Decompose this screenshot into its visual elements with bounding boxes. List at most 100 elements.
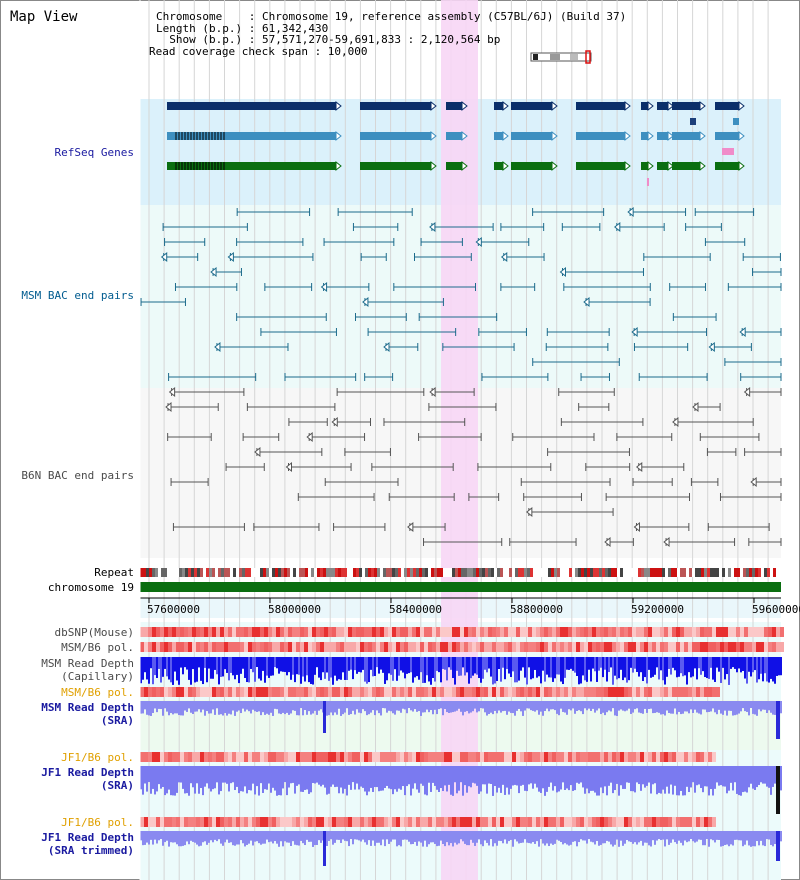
polymorphism-cell: [608, 817, 612, 827]
read-depth-bar: [766, 657, 768, 682]
read-depth-bar: [220, 657, 222, 677]
read-depth-bar: [508, 766, 510, 795]
track-label-jf1-b6-pol[interactable]: JF1/B6 pol.: [61, 751, 134, 764]
read-depth-bar: [216, 657, 218, 675]
read-depth-bar: [698, 766, 700, 785]
read-depth-bar: [164, 701, 166, 709]
repeat-segment: [290, 568, 293, 577]
read-depth-bar: [666, 766, 668, 787]
read-depth-bar: [444, 657, 446, 670]
read-depth-bar: [504, 657, 506, 680]
repeat-segment: [179, 568, 182, 577]
polymorphism-cell: [204, 752, 208, 762]
track-label-msm-b6-pol-sra[interactable]: MSM/B6 pol.: [61, 686, 134, 699]
polymorphism-cell: [720, 642, 724, 652]
b6n-bac-pair-arrow: [168, 386, 176, 398]
track-label-msm-bac[interactable]: MSM BAC end pairs: [21, 289, 134, 302]
track-label-jf1-b6-pol-2[interactable]: JF1/B6 pol.: [61, 816, 134, 829]
polymorphism-cell: [396, 642, 400, 652]
polymorphism-cell: [184, 687, 188, 697]
read-depth-bar: [408, 831, 410, 842]
track-label-msm-b6-pol[interactable]: MSM/B6 pol.: [61, 641, 134, 654]
gene-exon: [511, 102, 552, 110]
polymorphism-cell: [244, 642, 248, 652]
read-depth-bar: [712, 766, 714, 796]
polymorphism-cell: [560, 627, 564, 637]
read-depth-bar: [410, 657, 412, 673]
track-label-b6n-bac[interactable]: B6N BAC end pairs: [21, 469, 134, 482]
read-depth-bar: [640, 831, 642, 841]
track-label-dbsnp[interactable]: dbSNP(Mouse): [54, 626, 134, 639]
read-depth-bar: [226, 831, 228, 840]
read-depth-bar: [598, 766, 600, 796]
read-depth-bar: [514, 766, 516, 785]
read-depth-bar: [260, 657, 262, 681]
polymorphism-cell: [560, 687, 564, 697]
read-depth-bar: [576, 701, 578, 712]
read-depth-bar: [348, 657, 350, 671]
read-depth-bar: [592, 701, 594, 709]
polymorphism-cell: [216, 752, 220, 762]
gene-strand-arrow: [667, 100, 674, 112]
track-label-jf1-depth[interactable]: JF1 Read Depth (SRA): [41, 766, 134, 792]
read-depth-bar: [734, 701, 736, 716]
polymorphism-cell: [676, 627, 680, 637]
polymorphism-cell: [440, 752, 444, 762]
polymorphism-cell: [272, 627, 276, 637]
read-depth-bar: [688, 701, 690, 714]
polymorphism-cell: [496, 817, 500, 827]
repeat-segment: [206, 568, 209, 577]
read-depth-bar: [418, 766, 420, 793]
track-label-msm-depth-sra[interactable]: MSM Read Depth (SRA): [41, 701, 134, 727]
read-depth-bar: [318, 657, 320, 678]
polymorphism-cell: [508, 817, 512, 827]
repeat-segment: [539, 568, 542, 577]
gene-exon: [494, 162, 503, 170]
read-depth-bar: [380, 701, 382, 716]
read-depth-bar: [214, 701, 216, 715]
read-depth-bar: [146, 831, 148, 843]
read-depth-bar: [548, 701, 550, 712]
read-depth-bar: [186, 831, 188, 842]
polymorphism-cell: [600, 687, 604, 697]
read-depth-bar: [730, 701, 732, 711]
read-depth-bar: [434, 766, 436, 786]
polymorphism-cell: [332, 752, 336, 762]
repeat-segment: [434, 568, 437, 577]
read-depth-bar: [528, 831, 530, 844]
polymorphism-cell: [516, 687, 520, 697]
polymorphism-cell: [292, 642, 296, 652]
read-depth-bar: [164, 766, 166, 796]
read-depth-bar: [212, 701, 214, 710]
read-depth-bar: [314, 701, 316, 711]
track-label-msm-depth-capillary[interactable]: MSM Read Depth (Capillary): [41, 657, 134, 683]
read-depth-bar: [202, 657, 204, 685]
polymorphism-cell: [188, 817, 192, 827]
read-depth-bar: [540, 831, 542, 840]
read-depth-bar: [360, 831, 362, 842]
track-label-refseq-genes[interactable]: RefSeq Genes: [54, 146, 134, 159]
read-depth-bar: [368, 831, 370, 841]
polymorphism-cell: [424, 752, 428, 762]
read-depth-bar: [738, 831, 740, 841]
gene-exon: [672, 132, 700, 140]
read-depth-bar: [760, 657, 762, 674]
read-depth-bar: [766, 766, 768, 787]
repeat-segment: [443, 568, 446, 577]
read-depth-bar: [704, 701, 706, 710]
read-depth-bar: [356, 766, 358, 784]
polymorphism-cell: [524, 687, 528, 697]
track-label-jf1-depth-trimmed[interactable]: JF1 Read Depth (SRA trimmed): [41, 831, 134, 857]
repeat-segment: [389, 568, 392, 577]
read-depth-bar: [636, 657, 638, 673]
read-depth-bar: [226, 701, 228, 716]
polymorphism-cell: [700, 627, 704, 637]
read-depth-bar: [668, 831, 670, 845]
polymorphism-cell: [516, 627, 520, 637]
repeat-segment: [530, 568, 533, 577]
repeat-segment: [563, 568, 566, 577]
read-depth-bar: [756, 657, 758, 683]
read-depth-bar: [376, 657, 378, 668]
read-depth-bar: [748, 831, 750, 846]
